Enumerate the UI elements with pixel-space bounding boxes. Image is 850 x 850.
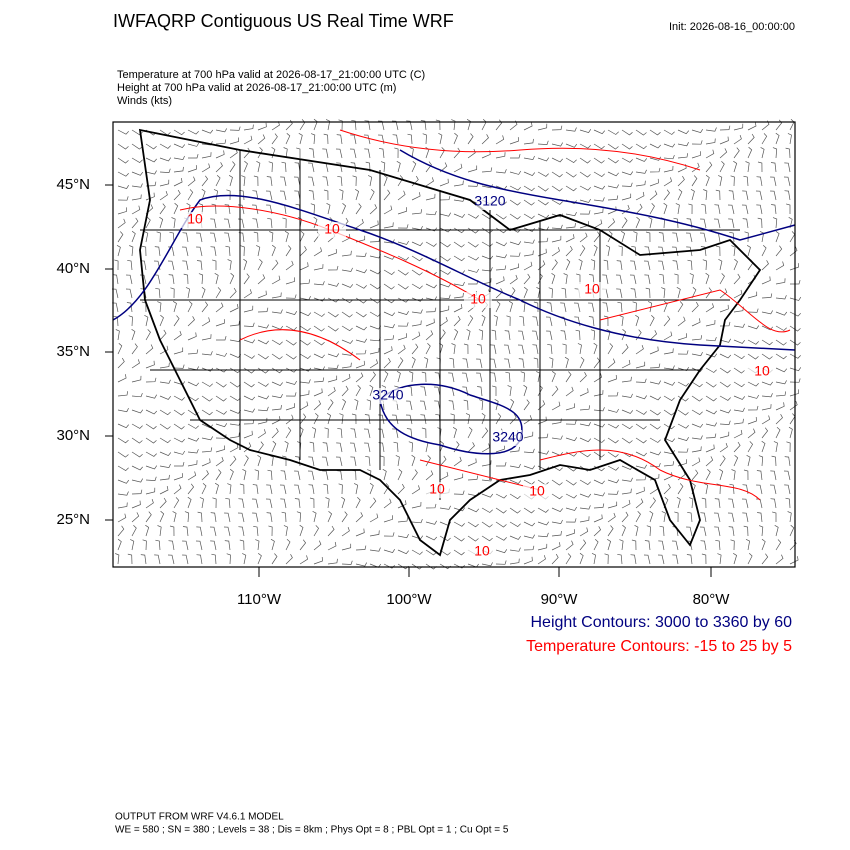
lon-label: 100°W <box>386 591 432 608</box>
subtitle: Winds (kts) <box>117 95 172 107</box>
contour-label: 10 <box>474 543 490 559</box>
lat-label: 35°N <box>56 343 90 360</box>
lat-label: 30°N <box>56 427 90 444</box>
lat-label: 25°N <box>56 511 90 528</box>
us-outline <box>138 128 762 557</box>
lon-label: 90°W <box>541 591 579 608</box>
lat-label: 40°N <box>56 260 90 277</box>
lat-label: 45°N <box>56 176 90 193</box>
contour-label-box <box>464 292 492 308</box>
contour-label-box <box>181 212 209 228</box>
contour-label: 3240 <box>372 387 403 403</box>
contour-label-box <box>468 544 496 560</box>
contour-label: 10 <box>584 281 600 297</box>
contour-label: 10 <box>529 483 545 499</box>
legend-entry: Temperature Contours: -15 to 25 by 5 <box>526 638 792 655</box>
contour-label-box <box>318 222 346 238</box>
lon-label: 80°W <box>693 591 731 608</box>
contour-label: 3240 <box>492 429 523 445</box>
state-borders <box>140 150 740 500</box>
map-frame <box>112 121 796 568</box>
contour-label: 10 <box>187 211 203 227</box>
contour-label-box <box>374 388 402 404</box>
height-contour <box>112 194 796 351</box>
height-contour <box>399 149 796 241</box>
contour-label-box <box>423 482 451 498</box>
contour-label: 3120 <box>474 193 505 209</box>
legend-entry: Height Contours: 3000 to 3360 by 60 <box>530 614 792 631</box>
lon-label: 110°W <box>237 591 282 608</box>
footer-line: WE = 580 ; SN = 380 ; Levels = 38 ; Dis … <box>115 825 509 836</box>
contour-label-box <box>578 282 606 298</box>
contour-label-box <box>523 484 551 500</box>
footer-line: OUTPUT FROM WRF V4.6.1 MODEL <box>115 812 284 823</box>
map <box>111 118 802 570</box>
contour-label: 10 <box>429 481 445 497</box>
map-labels: 45°N 40°N 35°N 30°N 25°N 110°W 100°W 90°W 80°W 31… <box>56 176 776 608</box>
title: IWFAQRP Contiguous US Real Time WRF <box>113 11 454 31</box>
contour-label-box <box>476 194 504 210</box>
contour-label: 10 <box>470 291 486 307</box>
subtitle: Temperature at 700 hPa valid at 2026-08-… <box>117 69 425 81</box>
subtitle: Height at 700 hPa valid at 2026-08-17_21… <box>117 82 396 94</box>
contour-label: 10 <box>324 221 340 237</box>
contour-label-box <box>748 364 776 380</box>
init-time: Init: 2026-08-16_00:00:00 <box>669 21 795 33</box>
contour-label-box <box>494 430 522 446</box>
contour-label: 10 <box>754 363 770 379</box>
